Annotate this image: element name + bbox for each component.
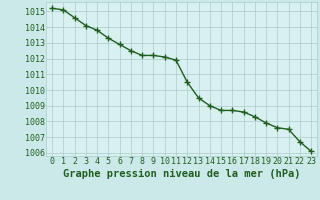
X-axis label: Graphe pression niveau de la mer (hPa): Graphe pression niveau de la mer (hPa) [63,169,300,179]
